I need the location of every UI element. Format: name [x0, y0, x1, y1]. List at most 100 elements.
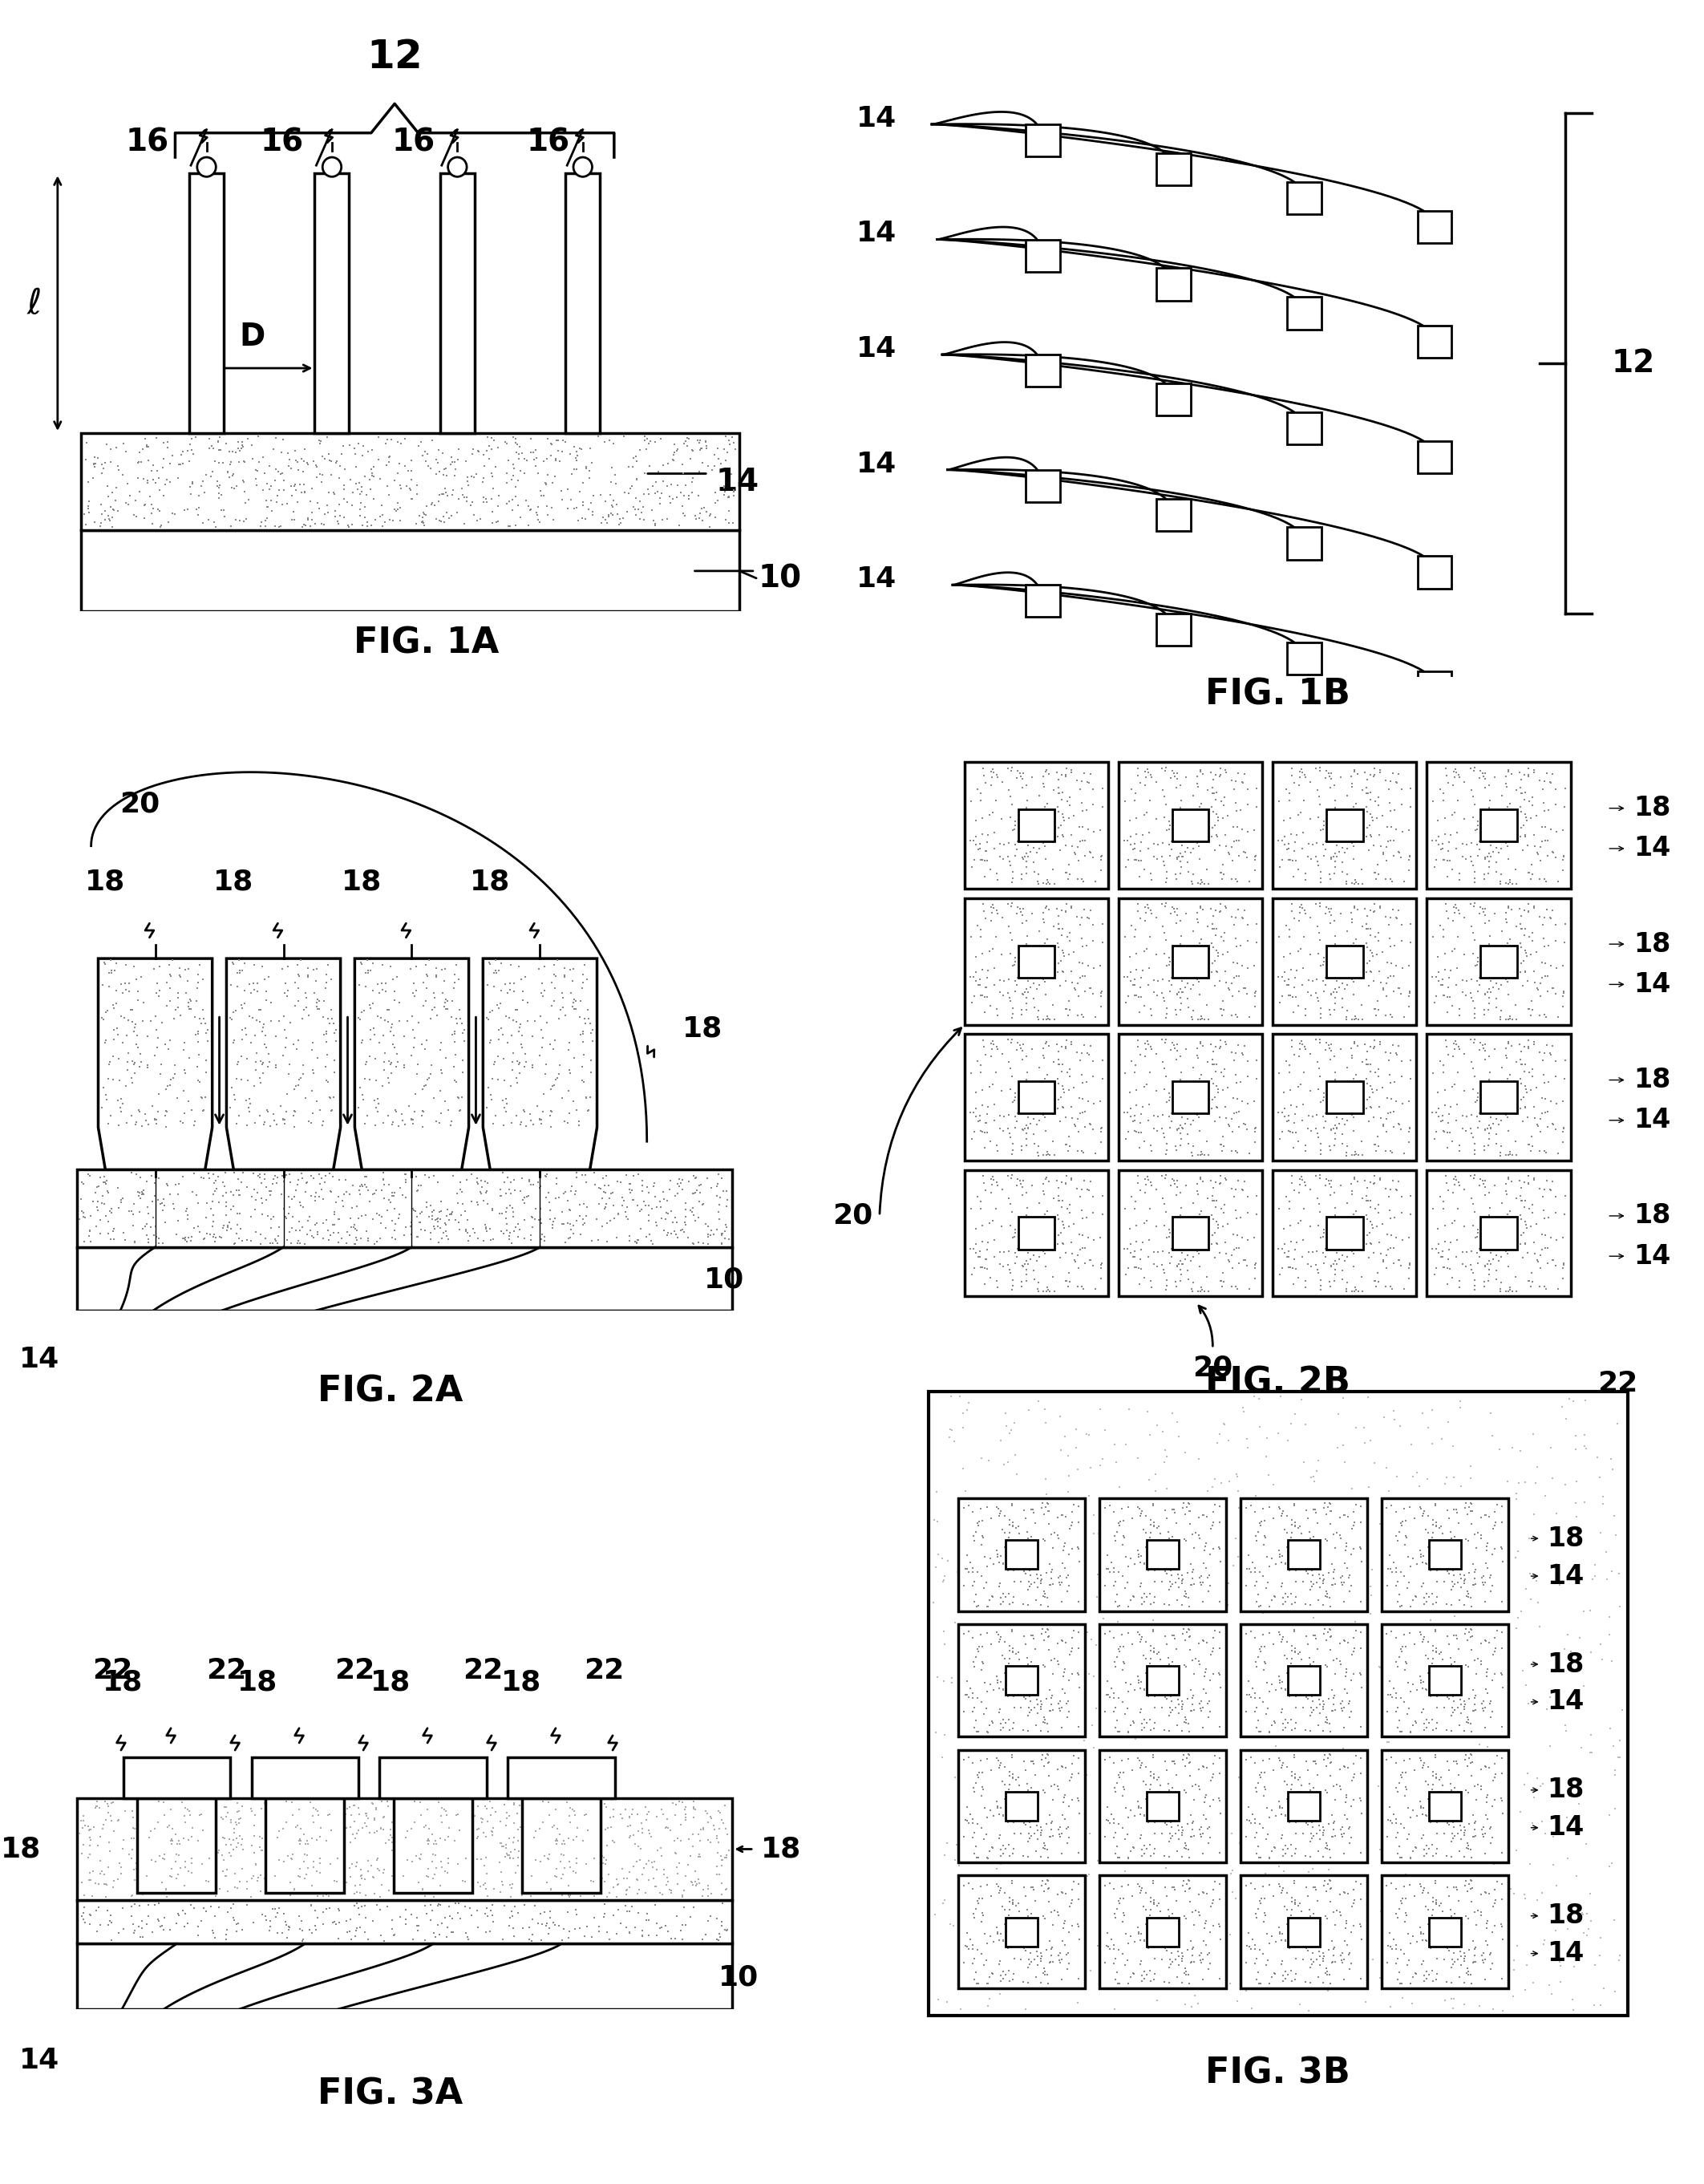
Point [162, 1048, 189, 1083]
Point [1109, 1867, 1137, 1902]
Point [198, 459, 225, 494]
Point [109, 1214, 136, 1249]
Point [363, 1064, 390, 1099]
Point [450, 1055, 477, 1090]
Point [1005, 1767, 1033, 1802]
Point [1246, 1841, 1273, 1876]
Bar [1288, 1540, 1321, 1568]
Point [250, 1861, 278, 1896]
Point [1385, 1243, 1413, 1278]
Point [1133, 751, 1160, 786]
Point [697, 509, 724, 544]
Point [1464, 939, 1491, 974]
Point [358, 1848, 385, 1883]
Point [191, 1791, 218, 1826]
Point [1014, 1767, 1041, 1802]
Point [1287, 1797, 1314, 1832]
Point [1305, 1024, 1333, 1059]
Point [1195, 1232, 1222, 1267]
Point [378, 1055, 406, 1090]
Point [1034, 1494, 1062, 1529]
Point [988, 1762, 1016, 1797]
Point [1198, 891, 1225, 926]
Point [1566, 1621, 1593, 1655]
Point [453, 1216, 481, 1251]
Point [114, 487, 141, 522]
Point [978, 895, 1005, 930]
Point [1350, 930, 1377, 965]
Point [409, 505, 436, 539]
Point [1307, 1022, 1334, 1057]
Point [1530, 922, 1557, 957]
Point [474, 1891, 501, 1926]
Point [1271, 1227, 1298, 1262]
Point [1355, 1380, 1382, 1415]
Point [435, 1845, 462, 1880]
Point [487, 1826, 515, 1861]
Point [101, 952, 128, 987]
Point [620, 1817, 648, 1852]
Point [1048, 808, 1075, 843]
Point [1019, 1911, 1046, 1946]
Point [1155, 1804, 1183, 1839]
Point [1476, 1055, 1503, 1090]
Point [1142, 1072, 1169, 1107]
Point [1189, 950, 1217, 985]
Point [416, 1793, 443, 1828]
Point [1126, 1241, 1154, 1275]
Point [1184, 865, 1212, 900]
Point [1447, 1562, 1474, 1597]
Point [1189, 1623, 1217, 1658]
Point [1160, 1795, 1188, 1830]
Point [1198, 1762, 1225, 1797]
Point [1169, 1813, 1196, 1848]
Point [1230, 1029, 1258, 1064]
Point [1476, 1743, 1503, 1778]
Point [211, 1859, 239, 1894]
Point [135, 1197, 162, 1232]
Point [1370, 836, 1397, 871]
Point [1172, 1524, 1200, 1559]
Point [206, 470, 233, 505]
Point [1547, 1948, 1574, 1983]
Point [1067, 1710, 1094, 1745]
Point [320, 1811, 348, 1845]
Point [446, 1813, 474, 1848]
Point [1315, 1863, 1343, 1898]
Point [1280, 978, 1307, 1013]
Point [1155, 1535, 1183, 1570]
Point [1426, 1179, 1454, 1214]
Point [711, 1214, 738, 1249]
Point [1387, 1933, 1414, 1968]
Point [1014, 1773, 1041, 1808]
Point [1012, 1175, 1039, 1210]
Point [956, 1094, 983, 1129]
Point [961, 1942, 988, 1977]
Point [538, 1068, 566, 1103]
Point [1096, 1741, 1123, 1776]
Point [1396, 843, 1423, 878]
Point [1200, 930, 1227, 965]
Point [1016, 1699, 1043, 1734]
Point [1184, 1985, 1212, 2020]
Point [1034, 1085, 1062, 1120]
Point [348, 1859, 375, 1894]
Point [1471, 860, 1498, 895]
Point [279, 1797, 307, 1832]
Point [1186, 1101, 1213, 1136]
Point [542, 1824, 569, 1859]
Point [443, 496, 470, 531]
Point [665, 1162, 692, 1197]
Point [433, 1219, 460, 1254]
Point [1290, 950, 1317, 985]
Point [1034, 1758, 1062, 1793]
Point [545, 443, 573, 478]
Point [1285, 933, 1312, 968]
Point [1206, 1099, 1234, 1133]
Point [1518, 1256, 1546, 1291]
Point [975, 1444, 1002, 1479]
Point [1290, 784, 1317, 819]
Bar [1118, 1033, 1263, 1160]
Point [1045, 762, 1072, 797]
Point [291, 1787, 319, 1821]
